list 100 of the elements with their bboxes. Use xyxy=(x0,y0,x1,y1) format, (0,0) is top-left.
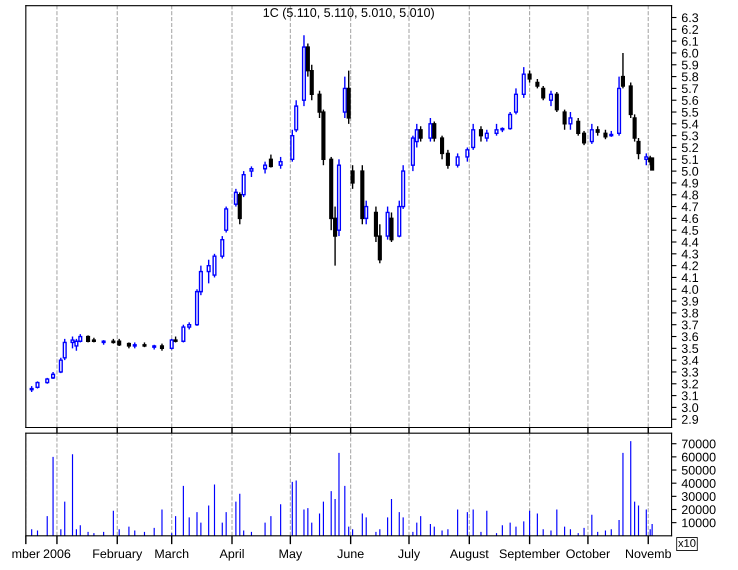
y-tick-label: 5.6 xyxy=(682,96,698,105)
x-tick-label: March xyxy=(155,548,188,558)
candlestick xyxy=(350,164,355,190)
x-tick-label: Novemb xyxy=(626,548,671,558)
candlestick xyxy=(554,91,559,113)
candlestick xyxy=(478,126,484,142)
y-tick-label: 5.2 xyxy=(682,143,698,152)
y-tick-label: 5.0 xyxy=(682,166,698,176)
candlestick xyxy=(446,149,450,170)
candlestick xyxy=(74,338,78,352)
candlestick xyxy=(644,152,648,166)
candlestick xyxy=(242,170,246,198)
y-tick-label: 60000 xyxy=(682,452,716,462)
candlestick xyxy=(238,192,242,225)
candlestick xyxy=(508,111,512,130)
x-tick-label: mber xyxy=(12,548,40,558)
candlestick xyxy=(528,70,532,84)
x-tick-label: September xyxy=(500,548,560,561)
y-tick-label: 5.5 xyxy=(682,108,698,117)
candlestick xyxy=(224,206,228,234)
x-tick-label: 2006 xyxy=(44,549,70,558)
x-tick-label: April xyxy=(220,548,244,561)
chart-title: 1C (5.110, 5.110, 5.010, 5.010) xyxy=(264,8,434,20)
y-tick-label: 3.0 xyxy=(682,403,698,412)
candlestick xyxy=(268,154,273,168)
text: x10 xyxy=(678,539,696,548)
y-tick-label: 4.8 xyxy=(682,190,698,200)
candlestick xyxy=(249,166,254,178)
candlestick xyxy=(465,146,470,162)
y-tick-label: 3.8 xyxy=(682,308,698,318)
candlestick xyxy=(263,160,268,174)
candlestick xyxy=(456,152,460,168)
y-tick-label: 5.1 xyxy=(682,155,698,164)
y-tick-label: 4.1 xyxy=(682,273,698,282)
candlestick xyxy=(548,90,554,107)
candlestick xyxy=(386,206,390,240)
y-tick-label: 5.4 xyxy=(682,120,698,129)
y-tick-label: 3.9 xyxy=(682,296,698,306)
y-tick-label: 4.7 xyxy=(682,202,698,212)
candlestick xyxy=(70,336,75,350)
y-tick-label: 5.7 xyxy=(682,84,698,94)
y-tick-label: 4.6 xyxy=(682,214,698,224)
y-tick-label: 5.8 xyxy=(682,72,698,82)
candlestick xyxy=(603,129,608,140)
y-tick-label: 6.3 xyxy=(682,13,698,22)
y-tick-label: 6.1 xyxy=(682,36,698,46)
y-tick-label: 5.9 xyxy=(682,60,698,70)
y-tick-label: 3.1 xyxy=(682,391,698,400)
candlestick xyxy=(535,78,540,90)
candlestick xyxy=(432,120,436,142)
candlestick xyxy=(562,108,567,130)
candlestick xyxy=(568,111,572,130)
candlestick xyxy=(484,129,489,142)
y-tick-label: 20000 xyxy=(682,505,716,514)
y-tick-label: 4.9 xyxy=(682,178,698,188)
y-tick-label: 5.3 xyxy=(682,131,698,140)
y-tick-label: 30000 xyxy=(682,492,716,501)
candlestick xyxy=(494,123,499,136)
y-tick-label: 3.5 xyxy=(682,344,698,353)
y-tick-label: 3.2 xyxy=(682,380,698,388)
x-tick-label: October xyxy=(566,548,610,558)
candlestick xyxy=(206,259,211,284)
candlestick xyxy=(212,253,217,278)
y-tick-label: 50000 xyxy=(682,466,716,475)
y-tick-label: 4.2 xyxy=(682,261,698,270)
x-tick-label: June xyxy=(337,549,364,558)
y-tick-label: 4.4 xyxy=(682,238,698,247)
candlestick xyxy=(418,126,423,142)
y-tick-label: 6.0 xyxy=(682,48,698,58)
candlestick xyxy=(471,123,476,151)
y-tick-label: 3.4 xyxy=(682,356,698,365)
candlestick xyxy=(620,52,626,90)
y-tick-label: 70000 xyxy=(682,440,716,448)
y-tick-label: 10000 xyxy=(682,518,716,528)
x-tick-label: August xyxy=(450,549,489,561)
candlestick xyxy=(220,235,224,260)
y-tick-label: 4.3 xyxy=(682,250,698,258)
y-tick-label: 3.6 xyxy=(682,332,698,342)
candlestick xyxy=(278,156,283,170)
x-tick-label: July xyxy=(398,548,420,561)
candlestick xyxy=(596,126,600,136)
candlestick xyxy=(514,88,518,116)
y-tick-label: 3.3 xyxy=(682,368,698,377)
y-tick-label: 3.7 xyxy=(682,320,698,330)
y-tick-label: 40000 xyxy=(682,478,716,488)
candlestick xyxy=(440,134,444,160)
y-tick-label: 4.0 xyxy=(682,285,698,294)
candlestick xyxy=(590,123,594,145)
candlestick xyxy=(170,338,174,350)
candlestick xyxy=(364,200,368,225)
candlestick xyxy=(522,66,526,99)
x-tick-label: February xyxy=(93,548,142,561)
candlestick xyxy=(234,188,238,208)
candlestick xyxy=(389,212,394,243)
y-tick-label: 2.9 xyxy=(682,415,698,424)
candlestick xyxy=(541,85,546,101)
y-tick-label: 6.2 xyxy=(682,25,698,34)
y-tick-label: 4.5 xyxy=(682,226,698,235)
candlestick xyxy=(650,157,654,171)
x-tick-label: May xyxy=(280,549,302,561)
